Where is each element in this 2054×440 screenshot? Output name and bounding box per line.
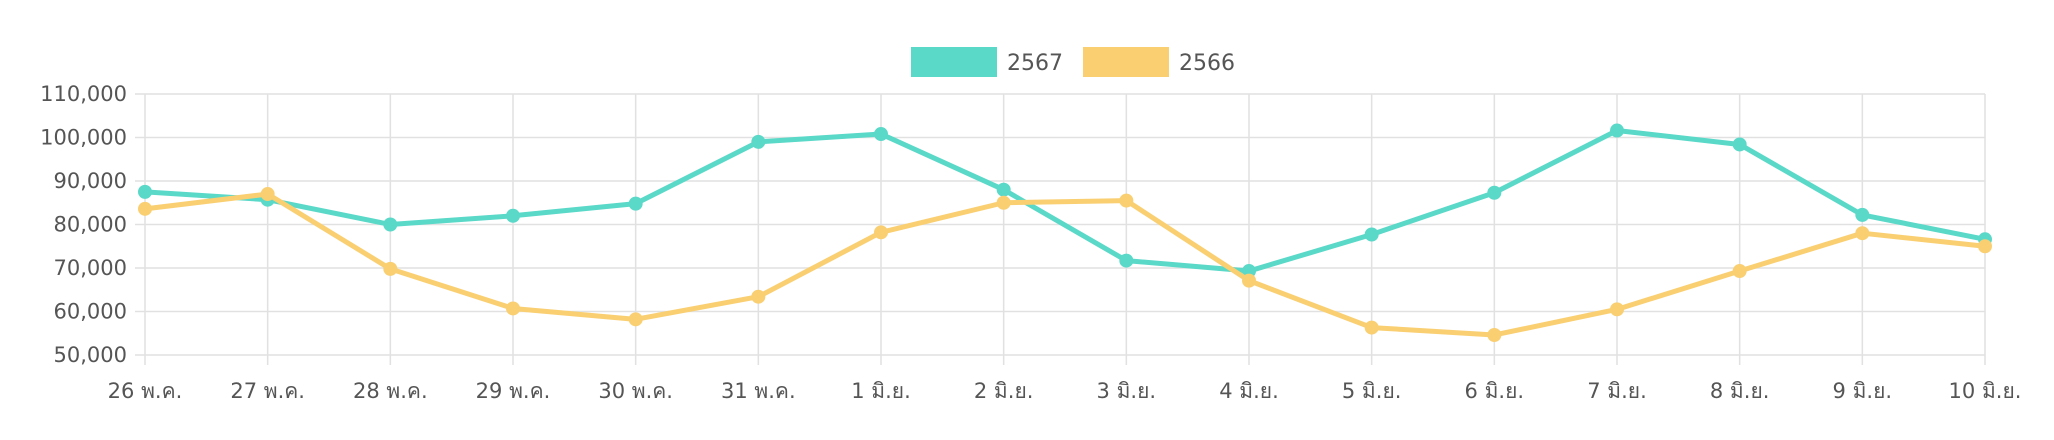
x-tick-label: 4 มิ.ย.: [1219, 379, 1279, 403]
x-tick-label: 8 มิ.ย.: [1710, 379, 1770, 403]
x-tick-label: 28 พ.ค.: [353, 379, 428, 403]
x-tick-label: 29 พ.ค.: [476, 379, 551, 403]
legend-swatch: [911, 47, 997, 77]
series-2566: [138, 187, 1992, 342]
data-point[interactable]: [1119, 253, 1134, 268]
data-point[interactable]: [1610, 302, 1624, 317]
legend-swatch: [1083, 47, 1169, 77]
y-tick-label: 70,000: [54, 256, 127, 280]
legend-item-2566[interactable]: 2566: [1083, 47, 1235, 77]
data-point[interactable]: [751, 134, 766, 149]
data-point[interactable]: [628, 312, 643, 327]
x-tick-label: 2 มิ.ย.: [974, 379, 1034, 403]
y-tick-label: 100,000: [40, 126, 127, 150]
data-point[interactable]: [1364, 227, 1379, 242]
x-tick-label: 10 มิ.ย.: [1949, 379, 2022, 403]
data-point[interactable]: [996, 195, 1011, 210]
x-tick-label: 30 พ.ค.: [598, 379, 673, 403]
data-point[interactable]: [1487, 185, 1502, 200]
data-point[interactable]: [1732, 137, 1747, 152]
data-point[interactable]: [506, 208, 520, 223]
data-point[interactable]: [1855, 226, 1870, 241]
series-2567: [138, 123, 1992, 279]
y-tick-label: 110,000: [40, 82, 127, 106]
y-tick-label: 90,000: [54, 169, 127, 193]
x-tick-label: 27 พ.ค.: [230, 379, 305, 403]
x-tick-label: 7 มิ.ย.: [1587, 379, 1647, 403]
data-point[interactable]: [506, 301, 520, 316]
x-tick-label: 1 มิ.ย.: [851, 379, 911, 403]
legend-item-2567[interactable]: 2567: [911, 47, 1063, 77]
data-point[interactable]: [383, 217, 398, 232]
data-point[interactable]: [260, 187, 275, 202]
data-point[interactable]: [628, 196, 643, 211]
y-tick-label: 80,000: [54, 213, 127, 237]
data-point[interactable]: [996, 182, 1011, 197]
legend-label: 2566: [1179, 51, 1235, 76]
data-point[interactable]: [1732, 264, 1747, 279]
data-point[interactable]: [383, 261, 398, 276]
data-point[interactable]: [1610, 123, 1624, 138]
x-tick-label: 6 มิ.ย.: [1465, 379, 1525, 403]
x-tick-label: 31 พ.ค.: [721, 379, 796, 403]
data-point[interactable]: [751, 289, 766, 304]
data-point[interactable]: [1978, 239, 1992, 254]
data-point[interactable]: [1242, 273, 1256, 288]
data-point[interactable]: [1119, 193, 1134, 208]
data-point[interactable]: [138, 201, 152, 216]
x-tick-label: 5 มิ.ย.: [1342, 379, 1402, 403]
x-tick-label: 9 มิ.ย.: [1833, 379, 1893, 403]
data-point[interactable]: [874, 127, 888, 142]
legend[interactable]: 2567 2566: [911, 47, 1235, 77]
legend-label: 2567: [1007, 51, 1063, 76]
axis-layer: 50,000 60,000 70,000 80,000 90,000 100,000 110…: [40, 82, 2021, 403]
series-line: [142, 128, 1988, 274]
series-line: [142, 191, 1988, 338]
x-tick-label: 26 พ.ค.: [108, 379, 183, 403]
y-tick-label: 60,000: [54, 300, 127, 324]
data-point[interactable]: [1364, 320, 1379, 335]
data-point[interactable]: [1855, 207, 1870, 222]
data-point[interactable]: [1487, 327, 1502, 342]
x-tick-label: 3 มิ.ย.: [1097, 379, 1157, 403]
y-tick-label: 50,000: [54, 343, 127, 367]
data-point[interactable]: [874, 225, 888, 240]
grid-layer: [135, 93, 1986, 365]
series-layer: [138, 123, 1992, 342]
data-point[interactable]: [138, 184, 152, 199]
